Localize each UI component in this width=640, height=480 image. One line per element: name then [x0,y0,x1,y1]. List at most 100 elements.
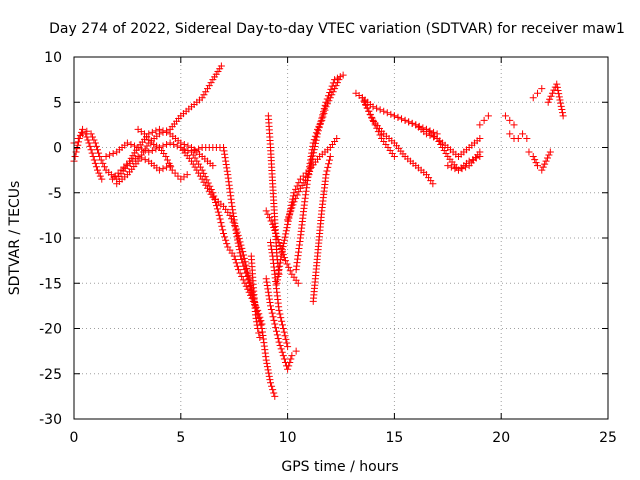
data-point [163,156,171,164]
data-point [244,276,252,284]
data-point [171,169,179,177]
data-point [363,104,371,112]
data-point [408,119,416,127]
data-point [102,153,110,161]
data-point [221,154,229,162]
series-track-30 [529,85,546,102]
data-point [269,386,277,394]
data-point [285,263,293,271]
data-point [117,166,125,174]
data-point [277,255,285,263]
data-point [91,139,99,147]
data-point [275,266,283,274]
data-point [299,172,307,180]
data-point [180,140,188,148]
series-track-21 [360,98,437,188]
data-point [99,159,107,167]
data-point [223,240,231,248]
data-point [77,128,85,136]
x-tick-label: 15 [385,430,403,446]
data-point [205,82,213,90]
data-point [108,175,116,183]
data-point [307,153,315,161]
data-point [278,249,286,257]
data-point [213,202,221,210]
data-point [90,136,98,144]
data-point [469,156,477,164]
data-point [91,159,99,167]
data-point [98,175,106,183]
data-point [205,187,213,195]
data-point [529,153,537,161]
data-point [287,355,295,363]
data-point [328,91,336,99]
data-point [235,242,243,250]
data-point [538,85,546,93]
data-point [274,272,282,280]
data-point [280,254,288,262]
data-point [276,242,284,250]
data-point [256,334,264,342]
data-point [217,62,225,70]
data-point [310,136,318,144]
data-point [286,210,294,218]
data-point [318,116,326,124]
data-point [269,220,277,228]
data-point [143,142,151,150]
data-point [92,142,100,150]
data-point [245,279,253,287]
data-point [329,88,337,96]
x-tick-label: 25 [599,430,617,446]
data-point [209,162,217,170]
data-point [275,239,283,247]
data-point [253,321,261,329]
data-point [217,219,225,227]
y-tick-label: -10 [39,231,62,247]
data-point [213,205,221,213]
data-point [534,89,542,97]
data-point [131,142,139,150]
data-point [376,106,384,114]
data-point [95,149,103,157]
data-point [267,305,275,313]
data-point [525,148,533,156]
data-point [289,201,297,209]
data-point [82,130,90,138]
data-point [282,335,290,343]
data-point [444,162,452,170]
x-axis-label: GPS time / hours [281,459,398,475]
data-point [465,157,473,165]
data-point [223,167,231,175]
y-tick-label: 5 [53,95,62,111]
data-point [277,345,285,353]
data-point [480,116,488,124]
data-point [223,164,231,172]
y-tick-label: 10 [44,50,62,66]
data-point [222,236,230,244]
data-point [326,94,334,102]
data-point [273,331,281,339]
data-point [267,379,275,387]
data-point [84,136,92,144]
data-point [279,352,287,360]
data-point [440,147,448,155]
data-point [189,160,197,168]
data-point [462,163,470,171]
data-point [73,145,81,153]
y-tick-label: -5 [48,186,62,202]
data-point [93,146,101,154]
data-point [394,113,402,121]
data-point [266,298,274,306]
data-point [85,139,93,147]
data-point [229,206,237,214]
data-point [376,131,384,139]
data-point [278,246,286,254]
data-point [265,369,273,377]
data-point [155,125,163,133]
data-point [152,127,160,135]
data-point [276,262,284,270]
series-track-17 [292,76,343,274]
data-point [546,148,554,156]
data-point [332,82,340,90]
data-point [286,267,294,275]
